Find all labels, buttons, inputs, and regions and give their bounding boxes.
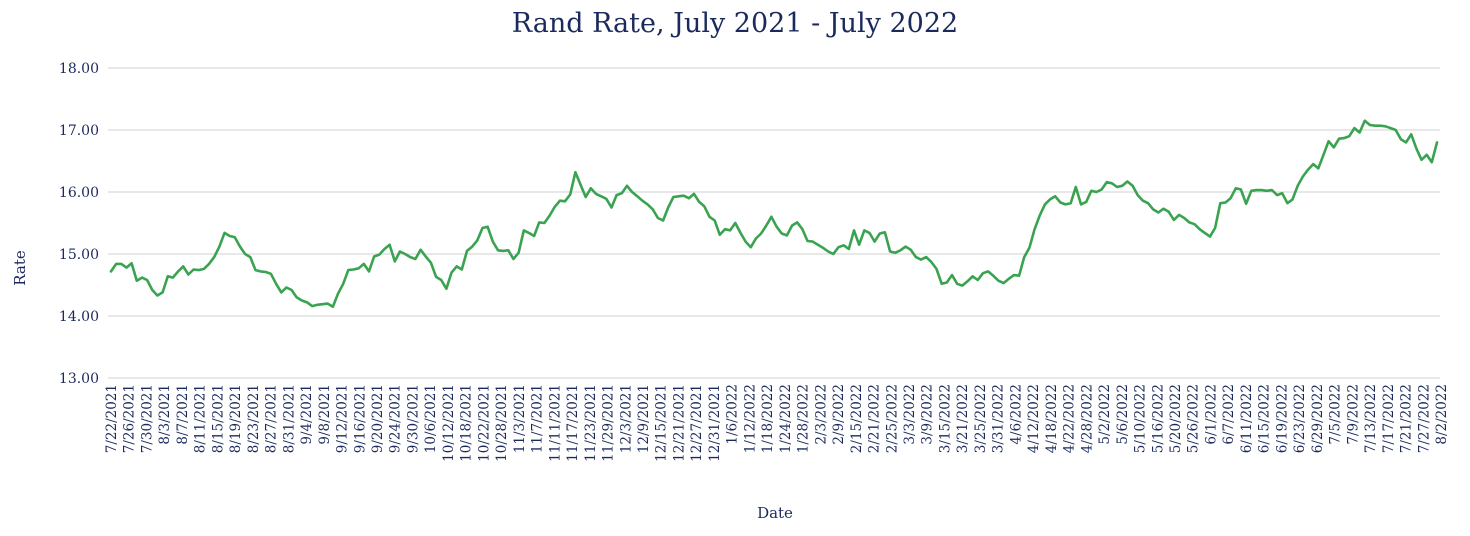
x-tick-label: 12/9/2021 xyxy=(636,384,652,453)
x-tick-label: 10/12/2021 xyxy=(441,384,457,462)
x-tick-label: 9/30/2021 xyxy=(406,384,422,453)
x-tick-label: 1/6/2022 xyxy=(725,384,741,445)
x-tick-label: 7/9/2022 xyxy=(1345,384,1361,445)
x-tick-label: 4/18/2022 xyxy=(1044,384,1060,453)
x-tick-label: 5/16/2022 xyxy=(1150,384,1166,453)
gridlines xyxy=(108,67,1440,379)
y-tick-label: 18.00 xyxy=(59,61,99,77)
x-tick-label: 10/22/2021 xyxy=(476,384,492,462)
x-tick-label: 7/13/2022 xyxy=(1363,384,1379,453)
x-tick-label: 8/19/2021 xyxy=(228,384,244,453)
x-tick-label: 8/23/2021 xyxy=(246,384,262,453)
x-tick-label: 3/31/2022 xyxy=(991,384,1007,453)
x-tick-label: 11/17/2021 xyxy=(565,384,581,462)
x-tick-label: 5/26/2022 xyxy=(1186,384,1202,453)
x-tick-label: 4/6/2022 xyxy=(1008,384,1024,445)
x-tick-label: 12/27/2021 xyxy=(689,384,705,462)
x-tick-label: 1/28/2022 xyxy=(796,384,812,453)
x-tick-label: 6/1/2022 xyxy=(1204,384,1220,445)
x-tick-label: 6/19/2022 xyxy=(1274,384,1290,453)
x-tick-label: 2/15/2022 xyxy=(849,384,865,453)
x-axis-ticks: 7/22/2021 7/26/2021 7/30/2021 8/3/2021 8/7/2… xyxy=(104,384,1450,462)
x-tick-label: 5/10/2022 xyxy=(1133,384,1149,453)
x-axis-label: Date xyxy=(757,504,793,522)
x-tick-label: 5/20/2022 xyxy=(1168,384,1184,453)
x-tick-label: 8/11/2021 xyxy=(193,384,209,453)
y-axis-label: Rate xyxy=(11,250,29,286)
chart-title: Rand Rate, July 2021 - July 2022 xyxy=(511,8,959,39)
x-tick-label: 8/2/2022 xyxy=(1434,384,1450,445)
x-tick-label: 11/3/2021 xyxy=(512,384,528,453)
x-tick-label: 12/31/2021 xyxy=(707,384,723,462)
x-tick-label: 2/25/2022 xyxy=(884,384,900,453)
x-tick-label: 7/30/2021 xyxy=(140,384,156,453)
x-tick-label: 6/29/2022 xyxy=(1310,384,1326,453)
x-tick-label: 7/21/2022 xyxy=(1399,384,1415,453)
x-tick-label: 1/24/2022 xyxy=(778,384,794,453)
x-tick-label: 9/12/2021 xyxy=(335,384,351,453)
x-tick-label: 4/12/2022 xyxy=(1026,384,1042,453)
y-tick-label: 16.00 xyxy=(59,185,99,201)
x-tick-label: 10/18/2021 xyxy=(459,384,475,462)
x-tick-label: 4/28/2022 xyxy=(1079,384,1095,453)
x-tick-label: 7/26/2021 xyxy=(122,384,138,453)
rate-series-line xyxy=(109,119,1439,308)
x-tick-label: 3/15/2022 xyxy=(938,384,954,453)
x-tick-label: 8/3/2021 xyxy=(157,384,173,445)
x-tick-label: 9/20/2021 xyxy=(370,384,386,453)
x-tick-label: 7/17/2022 xyxy=(1381,384,1397,453)
y-tick-label: 15.00 xyxy=(59,247,99,263)
x-tick-label: 9/16/2021 xyxy=(352,384,368,453)
x-tick-label: 9/4/2021 xyxy=(299,384,315,445)
y-tick-label: 14.00 xyxy=(59,309,99,325)
x-tick-label: 5/6/2022 xyxy=(1115,384,1131,445)
x-tick-label: 5/2/2022 xyxy=(1097,384,1113,445)
x-tick-label: 12/21/2021 xyxy=(672,384,688,462)
x-tick-label: 4/22/2022 xyxy=(1062,384,1078,453)
x-tick-label: 2/3/2022 xyxy=(813,384,829,445)
x-tick-label: 10/28/2021 xyxy=(494,384,510,462)
x-tick-label: 11/11/2021 xyxy=(547,384,563,462)
x-tick-label: 7/5/2022 xyxy=(1328,384,1344,445)
y-axis-ticks: 13.00 14.00 15.00 16.00 17.00 18.00 xyxy=(59,61,99,387)
x-tick-label: 8/27/2021 xyxy=(264,384,280,453)
x-tick-label: 12/15/2021 xyxy=(654,384,670,462)
x-tick-label: 12/3/2021 xyxy=(618,384,634,453)
x-tick-label: 6/11/2022 xyxy=(1239,384,1255,453)
x-tick-label: 3/25/2022 xyxy=(973,384,989,453)
x-tick-label: 1/12/2022 xyxy=(742,384,758,453)
x-tick-label: 8/7/2021 xyxy=(175,384,191,445)
x-tick-label: 7/27/2022 xyxy=(1416,384,1432,453)
y-tick-label: 17.00 xyxy=(59,123,99,139)
x-tick-label: 8/31/2021 xyxy=(281,384,297,453)
x-tick-label: 3/3/2022 xyxy=(902,384,918,445)
x-tick-label: 9/8/2021 xyxy=(317,384,333,445)
x-tick-label: 1/18/2022 xyxy=(760,384,776,453)
x-tick-label: 3/9/2022 xyxy=(920,384,936,445)
x-tick-label: 7/22/2021 xyxy=(104,384,120,453)
x-tick-label: 3/21/2022 xyxy=(955,384,971,453)
x-tick-label: 2/9/2022 xyxy=(831,384,847,445)
x-tick-label: 10/6/2021 xyxy=(423,384,439,453)
x-tick-label: 6/23/2022 xyxy=(1292,384,1308,453)
y-tick-label: 13.00 xyxy=(59,371,99,387)
x-tick-label: 2/21/2022 xyxy=(867,384,883,453)
x-tick-label: 9/24/2021 xyxy=(388,384,404,453)
x-tick-label: 11/29/2021 xyxy=(601,384,617,462)
x-tick-label: 6/7/2022 xyxy=(1221,384,1237,445)
x-tick-label: 6/15/2022 xyxy=(1257,384,1273,453)
x-tick-label: 11/23/2021 xyxy=(583,384,599,462)
x-tick-label: 8/15/2021 xyxy=(210,384,226,453)
x-tick-label: 11/7/2021 xyxy=(530,384,546,453)
